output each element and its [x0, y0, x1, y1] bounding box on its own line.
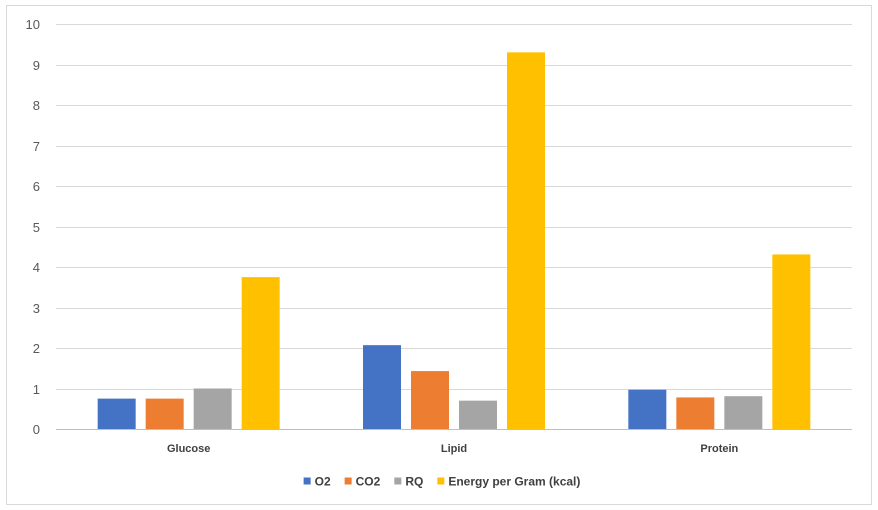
bar-glucose-o2	[97, 398, 136, 429]
x-category-label: Protein	[700, 443, 738, 455]
legend-swatch	[437, 477, 445, 485]
bar-lipid-o2	[363, 345, 401, 429]
bar-lipid-energy-per-gram-kcal	[507, 52, 545, 429]
bar-protein-rq	[724, 396, 763, 429]
y-axis-ticks: 0 1 2 3 4 5 6 7 8 9 10	[26, 17, 40, 437]
y-tick-label: 0	[33, 422, 40, 437]
x-category-label: Glucose	[167, 443, 210, 455]
y-tick-label: 1	[33, 382, 40, 397]
legend-label: Energy per Gram (kcal)	[448, 475, 580, 489]
y-tick-label: 7	[33, 139, 40, 154]
legend-label: CO2	[356, 475, 381, 489]
y-tick-label: 3	[33, 301, 40, 316]
y-tick-label: 9	[33, 58, 40, 73]
bar-protein-o2	[628, 389, 667, 429]
bar-glucose-energy-per-gram-kcal	[241, 277, 280, 429]
bar-lipid-co2	[411, 371, 449, 429]
y-tick-label: 10	[26, 17, 40, 32]
y-tick-label: 8	[33, 98, 40, 113]
bar-protein-energy-per-gram-kcal	[772, 254, 811, 429]
legend-label: RQ	[405, 475, 423, 489]
legend-swatch	[344, 477, 352, 485]
y-tick-label: 2	[33, 341, 40, 356]
bars	[97, 52, 811, 429]
y-tick-label: 6	[33, 179, 40, 194]
legend-swatch	[394, 477, 402, 485]
bar-lipid-rq	[459, 400, 497, 429]
bar-glucose-co2	[145, 398, 184, 429]
legend-label: O2	[315, 475, 331, 489]
legend-swatch	[303, 477, 311, 485]
y-tick-label: 5	[33, 220, 40, 235]
bar-protein-co2	[676, 397, 715, 429]
bar-glucose-rq	[193, 388, 232, 429]
x-axis: Glucose Lipid Protein	[56, 429, 852, 455]
x-category-label: Lipid	[441, 443, 467, 455]
y-tick-label: 4	[33, 260, 40, 275]
legend: O2 CO2 RQ Energy per Gram (kcal)	[303, 475, 580, 489]
gridlines	[56, 24, 852, 390]
